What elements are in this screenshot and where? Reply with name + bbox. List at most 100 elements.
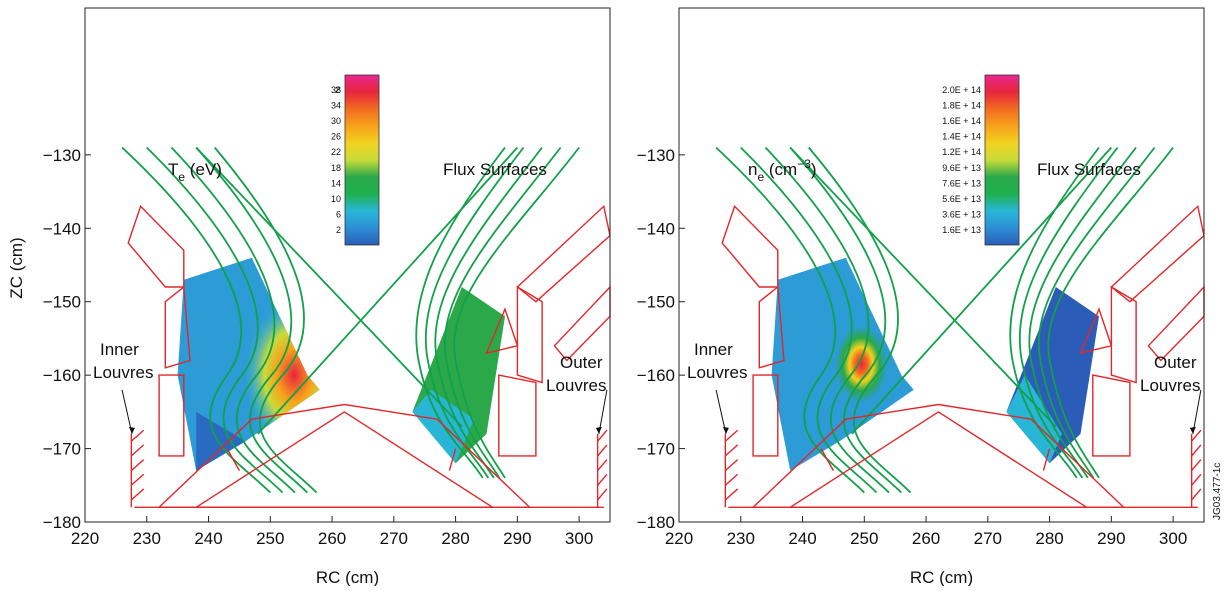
y-tick-label: −150 [637, 293, 675, 312]
x-tick-label: 290 [503, 529, 531, 548]
colorbar-label: 6 [336, 209, 341, 219]
flux-line-inner [146, 146, 284, 494]
inner-patch-hotspot [835, 326, 888, 403]
arrow-head [128, 426, 135, 434]
x-tick-label: 260 [318, 529, 346, 548]
wall-tile [1042, 448, 1051, 471]
louvre-blade [724, 429, 739, 442]
colorbar-label: 1.2E + 14 [942, 147, 981, 157]
figure-code: JG03.477-1c [1212, 463, 1223, 520]
louvre-blade [597, 444, 608, 457]
x-tick-label: 290 [1097, 529, 1125, 548]
flux-line-outer [434, 146, 543, 479]
louvre-blade [597, 488, 608, 501]
y-tick-label: −140 [43, 219, 81, 238]
y-tick-label: −140 [637, 219, 675, 238]
panel-ne: 220 230 240 250 260 270 280 290 300 −130 −140 −150 −… [637, 7, 1205, 587]
x-tick-label: 260 [912, 529, 940, 548]
louvre-blade [1191, 444, 1202, 457]
x-tick-label: 240 [194, 529, 222, 548]
flux-line-outer [1038, 146, 1156, 479]
louvre-blade [130, 444, 145, 457]
x-tick-label: 280 [441, 529, 469, 548]
plot-frame [678, 7, 1205, 523]
wall-tile [752, 374, 779, 457]
colorbar-label: 34 [331, 101, 341, 111]
wall-tile [721, 204, 779, 288]
panel-title: Te (eV) [168, 160, 222, 184]
arrow-head [722, 426, 729, 434]
wall-tile [1110, 285, 1137, 384]
x-axis-label: RC (cm) [910, 568, 973, 586]
inner-louvres-arrow [715, 389, 727, 434]
plot-frame [84, 7, 611, 523]
wall-tile [127, 204, 185, 288]
colorbar-label: 5.6E + 13 [942, 194, 981, 204]
x-tick-label: 270 [380, 529, 408, 548]
y-tick-label: −170 [637, 440, 675, 459]
x-tick-label: 280 [1035, 529, 1063, 548]
wall-tile [226, 448, 241, 471]
louvre-blade [1191, 473, 1202, 486]
colorbar-label: 14 [331, 178, 341, 188]
x-tick-label: 250 [850, 529, 878, 548]
colorbar-label: 22 [331, 147, 341, 157]
wall-tile [1110, 204, 1205, 303]
separatrix-leg [789, 146, 1057, 428]
x-tick-label: 220 [71, 529, 99, 548]
wall-tile [1147, 285, 1205, 362]
panel-title: ne (cm−3) [748, 157, 817, 184]
inner-louvres-label: Inner [694, 340, 733, 359]
colorbar-label: 10 [331, 194, 341, 204]
y-tick-label: −170 [43, 440, 81, 459]
colorbar-label: 9.6E + 13 [942, 163, 981, 173]
flux-line-outer [1047, 146, 1174, 479]
colorbar-label: 30 [331, 116, 341, 126]
y-tick-label: −180 [637, 513, 675, 532]
colorbar-scale [344, 74, 380, 246]
flux-line-inner [740, 146, 878, 494]
louvre-blade [130, 488, 145, 501]
x-tick-label: 220 [665, 529, 693, 548]
arrow-head [1189, 426, 1196, 434]
panel-te: 220 230 240 250 260 270 280 290 300−130−140−150−… [7, 7, 611, 587]
y-tick-label: −160 [637, 366, 675, 385]
colorbar-scale [984, 74, 1020, 246]
wall-tile [820, 448, 835, 471]
flux-line-outer [444, 146, 562, 479]
flux-line-inner [214, 146, 318, 494]
colorbar-label: 2 [335, 85, 340, 95]
inner-louvres-arrow [121, 389, 133, 434]
x-axis-label: RC (cm) [316, 568, 379, 586]
outer-louvres-arrow [598, 389, 608, 434]
flux-surfaces [715, 146, 1174, 494]
wall-tile [158, 374, 185, 457]
louvre-blade [1191, 488, 1202, 501]
flux-line-inner [170, 146, 296, 494]
x-tick-label: 230 [133, 529, 161, 548]
inner-louvres-label: Louvres [687, 363, 747, 382]
x-tick-label: 270 [974, 529, 1002, 548]
colorbar-label: 1.4E + 14 [942, 132, 981, 142]
louvre-blade [1191, 459, 1202, 472]
wall-tile [448, 448, 457, 471]
wall-tile [516, 204, 611, 303]
wall-tile [553, 285, 611, 362]
x-tick-label: 300 [565, 529, 593, 548]
outer-louvres-label: Louvres [1140, 376, 1200, 395]
y-tick-label: −160 [43, 366, 81, 385]
colorbar-label: 2.0E + 14 [942, 85, 981, 95]
louvre-blade [597, 473, 608, 486]
louvre-blade [1191, 429, 1202, 442]
louvre-blade [724, 473, 739, 486]
colorbar-label: 1.6E + 13 [942, 225, 981, 235]
louvre-blade [724, 444, 739, 457]
x-tick-label: 240 [788, 529, 816, 548]
colorbar-label: 7.6E + 13 [942, 178, 981, 188]
y-tick-label: −130 [43, 146, 81, 165]
colorbar: 2.0E + 14 1.8E + 14 1.6E + 14 1.4E + 14 1.2E… [942, 74, 1020, 246]
y-tick-label: −180 [43, 513, 81, 532]
flux-line-outer [453, 146, 580, 479]
